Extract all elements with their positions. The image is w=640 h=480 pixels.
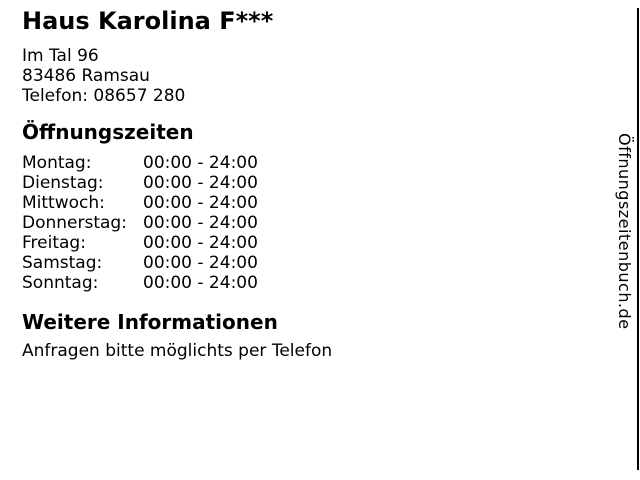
table-row: Freitag: 00:00 - 24:00 [22, 233, 258, 253]
table-row: Samstag: 00:00 - 24:00 [22, 253, 258, 273]
time-value: 00:00 - 24:00 [143, 273, 258, 293]
table-row: Sonntag: 00:00 - 24:00 [22, 273, 258, 293]
address-phone: Telefon: 08657 280 [22, 86, 186, 106]
page-title: Haus Karolina F*** [22, 7, 274, 35]
address-block: Im Tal 96 83486 Ramsau Telefon: 08657 28… [22, 46, 185, 106]
day-label: Donnerstag: [22, 213, 127, 233]
table-row: Dienstag: 00:00 - 24:00 [22, 173, 258, 193]
day-label: Mittwoch: [22, 193, 105, 213]
time-value: 00:00 - 24:00 [143, 213, 258, 233]
time-value: 00:00 - 24:00 [143, 253, 258, 273]
more-information-text: Anfragen bitte möglichts per Telefon [22, 341, 333, 361]
table-row: Donnerstag: 00:00 - 24:00 [22, 213, 258, 233]
time-value: 00:00 - 24:00 [143, 233, 258, 253]
day-label: Sonntag: [22, 273, 99, 293]
time-value: 00:00 - 24:00 [143, 173, 258, 193]
table-row: Montag: 00:00 - 24:00 [22, 153, 258, 173]
more-information-heading: Weitere Informationen [22, 310, 278, 334]
day-label: Freitag: [22, 233, 86, 253]
address-street: Im Tal 96 [22, 46, 99, 66]
table-row: Mittwoch: 00:00 - 24:00 [22, 193, 258, 213]
day-label: Dienstag: [22, 173, 104, 193]
day-label: Samstag: [22, 253, 103, 273]
time-value: 00:00 - 24:00 [143, 153, 258, 173]
day-label: Montag: [22, 153, 92, 173]
opening-hours-table: Montag: 00:00 - 24:00 Dienstag: 00:00 - … [22, 153, 258, 293]
right-edge-rule [637, 8, 639, 470]
site-watermark-vertical-text: Öffnungszeitenbuch.de [615, 133, 634, 330]
opening-hours-heading: Öffnungszeiten [22, 120, 194, 144]
time-value: 00:00 - 24:00 [143, 193, 258, 213]
address-city: 83486 Ramsau [22, 66, 150, 86]
